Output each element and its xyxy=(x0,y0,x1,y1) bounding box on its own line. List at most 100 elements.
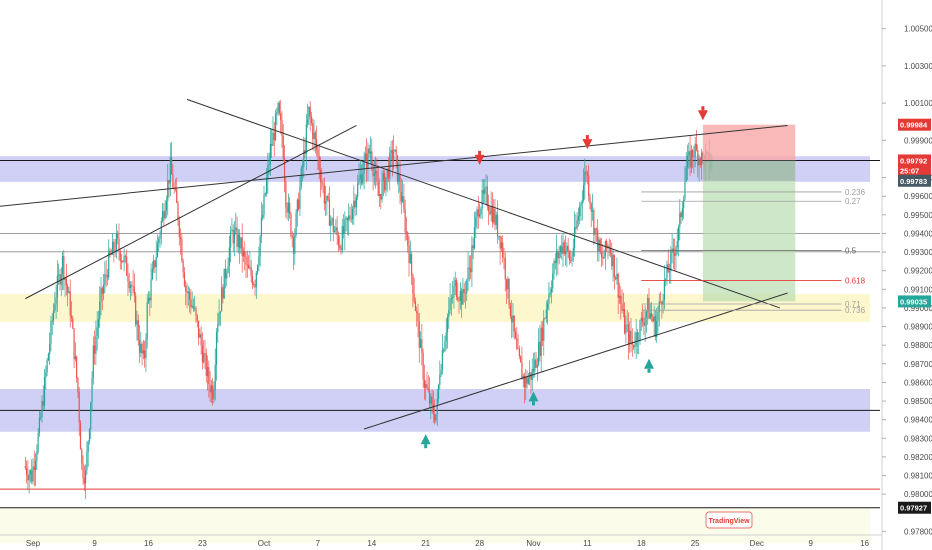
candle-body xyxy=(126,256,128,276)
candle-body xyxy=(380,194,382,200)
candle-body xyxy=(340,248,342,251)
candle-body xyxy=(259,236,261,257)
price-tag-label: 0.99035 xyxy=(900,297,927,306)
candle-body xyxy=(364,153,366,160)
candle-body xyxy=(381,180,383,200)
candle-body xyxy=(177,203,179,221)
candle-body xyxy=(396,155,399,182)
fib-label: 0.5 xyxy=(845,246,857,255)
candle-body xyxy=(557,251,559,259)
date-axis[interactable]: Sep 9 16 23 Oct 7 14 21 28 Nov 11 18 25 Dec 9 16 xyxy=(0,534,882,548)
candle-body xyxy=(572,248,574,257)
trendlines-layer[interactable] xyxy=(0,98,788,430)
candle-body xyxy=(377,181,379,196)
candle-body xyxy=(407,232,409,246)
candle-body xyxy=(701,152,703,165)
price-tag-label: 0.97927 xyxy=(900,504,927,513)
candle-body xyxy=(34,460,37,471)
candle-body xyxy=(463,288,465,293)
candle-body xyxy=(597,229,599,252)
candle-body xyxy=(475,217,477,228)
candle-body xyxy=(661,302,663,305)
candle-body xyxy=(430,396,432,404)
candle-body xyxy=(570,260,572,261)
candle-body xyxy=(503,257,505,259)
candle-body xyxy=(378,194,381,196)
candle-body xyxy=(562,242,564,254)
candle-body xyxy=(295,212,297,236)
candle-body xyxy=(150,278,152,301)
candle-body xyxy=(376,170,378,182)
candle-body xyxy=(223,268,225,299)
candle-body xyxy=(285,181,287,208)
candle-body xyxy=(481,190,483,209)
candle-body xyxy=(635,332,637,347)
candle-body xyxy=(582,184,585,201)
candle-body xyxy=(303,149,305,167)
candle-body xyxy=(662,299,664,305)
candle-body xyxy=(251,276,254,285)
candle-body xyxy=(571,256,573,261)
price-axis[interactable]: 1.005001.003001.001000.999000.997000.996… xyxy=(881,0,932,550)
candle-body xyxy=(414,301,417,311)
candle-body xyxy=(613,254,615,278)
candle-body xyxy=(445,332,447,341)
price-tick-label: 1.00100 xyxy=(904,99,932,108)
candle-body xyxy=(389,152,391,179)
candle-body xyxy=(61,256,64,274)
candle-body xyxy=(586,173,588,176)
candle-body xyxy=(244,250,246,257)
candle-body xyxy=(621,303,623,311)
candle-body xyxy=(45,372,47,377)
candle-body xyxy=(205,353,207,377)
arrow-shaft xyxy=(532,401,535,406)
candle-body xyxy=(290,213,292,236)
price-tick-label: 0.98400 xyxy=(904,416,932,425)
candle-body xyxy=(686,155,689,168)
candle-body xyxy=(627,324,630,345)
candle-body xyxy=(530,372,532,380)
date-tick-label: Dec xyxy=(750,539,764,548)
price-tick-label: 1.00300 xyxy=(904,62,932,71)
candle-body xyxy=(164,210,166,219)
candle-body xyxy=(608,246,610,248)
candle-body xyxy=(461,290,463,305)
candle-body xyxy=(539,341,541,356)
date-tick-label: 16 xyxy=(860,539,869,548)
candle-body xyxy=(643,322,645,326)
candle-body xyxy=(210,385,212,393)
candle-body xyxy=(473,227,476,249)
candle-body xyxy=(168,179,170,184)
candle-body xyxy=(439,374,441,385)
candle-body xyxy=(564,250,567,254)
candle-body xyxy=(300,168,302,187)
candle-body xyxy=(124,255,126,257)
candle-body xyxy=(487,206,490,212)
candle-body xyxy=(281,120,283,137)
candle-body xyxy=(127,275,129,282)
candle-body xyxy=(462,288,464,305)
candle-body xyxy=(40,417,42,419)
candle-body xyxy=(671,248,673,252)
candle-body xyxy=(190,299,192,308)
candle-body xyxy=(554,260,556,263)
candle-body xyxy=(271,144,273,146)
candle-body xyxy=(566,245,568,251)
candle-body xyxy=(344,219,346,234)
date-tick-label: 23 xyxy=(198,539,207,548)
candle-body xyxy=(64,278,66,281)
candle-body xyxy=(479,214,481,217)
price-tick-label: 0.99200 xyxy=(904,267,932,276)
candle-body xyxy=(676,241,678,248)
candle-body xyxy=(240,237,242,249)
candle-body xyxy=(159,234,161,239)
candle-body xyxy=(417,313,419,322)
position-box[interactable] xyxy=(702,124,796,302)
candle-body xyxy=(337,235,340,246)
candle-body xyxy=(195,307,197,316)
candle-body xyxy=(245,256,247,265)
candle-body xyxy=(449,299,451,310)
candle-body xyxy=(657,312,659,321)
candle-body xyxy=(136,320,138,325)
